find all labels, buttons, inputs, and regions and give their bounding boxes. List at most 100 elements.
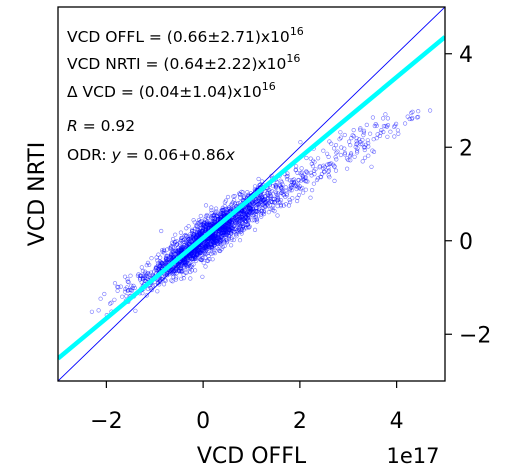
- scatter-point: [181, 260, 186, 265]
- scatter-point: [334, 157, 339, 162]
- scatter-point: [253, 213, 258, 218]
- scatter-point: [298, 171, 303, 176]
- scatter-point: [192, 220, 197, 225]
- odr-fit-line: [58, 35, 445, 361]
- scatter-point: [281, 203, 286, 208]
- scatter-point: [258, 182, 263, 187]
- scatter-point: [286, 203, 292, 208]
- scatter-point: [289, 182, 294, 188]
- scatter-point: [361, 128, 367, 133]
- annotation-line: R = 0.92: [67, 117, 135, 135]
- scatter-point: [164, 257, 169, 262]
- scatter-point: [310, 164, 316, 169]
- annotation-line: ODR: y = 0.06+0.86x: [67, 146, 236, 164]
- scatter-point: [321, 148, 326, 153]
- scatter-point: [218, 248, 223, 254]
- scatter-point: [197, 230, 202, 235]
- scatter-point: [278, 204, 284, 209]
- scatter-point: [354, 142, 359, 147]
- scatter-point: [194, 252, 199, 257]
- scatter-point: [333, 143, 339, 148]
- scatter-point: [223, 198, 229, 203]
- scatter-point: [305, 179, 310, 184]
- scatter-point: [209, 208, 214, 213]
- scatter-point: [201, 260, 206, 265]
- scatter-point: [383, 124, 388, 129]
- scatter-point: [237, 238, 243, 243]
- scatter-point: [170, 249, 175, 254]
- scatter-point: [342, 132, 347, 138]
- scatter-point: [335, 149, 340, 154]
- y-axis-label: VCD NRTI: [25, 142, 50, 246]
- scatter-point: [149, 270, 154, 275]
- scatter-point: [220, 205, 225, 210]
- scatter-point: [112, 297, 117, 302]
- scatter-point: [284, 174, 289, 179]
- scatter-point: [416, 114, 421, 120]
- scatter-point: [227, 234, 232, 239]
- scatter-point: [261, 208, 267, 213]
- scatter-point: [276, 200, 281, 205]
- scatter-point: [128, 273, 133, 278]
- scatter-point: [267, 195, 273, 200]
- scatter-point: [173, 277, 179, 282]
- scatter-point: [182, 265, 187, 270]
- scatter-point: [342, 146, 347, 151]
- scatter-point: [381, 116, 386, 121]
- scatter-point: [185, 262, 190, 267]
- scatter-point: [177, 269, 182, 274]
- scatter-point: [368, 131, 373, 136]
- scatter-point: [256, 206, 262, 211]
- scatter-point: [211, 249, 216, 254]
- scatter-point: [308, 170, 314, 175]
- scatter-point: [171, 241, 176, 247]
- scatter-point: [149, 256, 154, 261]
- scatter-point: [144, 273, 149, 278]
- scatter-point: [294, 164, 299, 169]
- scatter-point: [371, 137, 376, 142]
- scatter-point: [361, 133, 366, 138]
- scatter-point: [183, 238, 189, 243]
- scatter-point: [347, 139, 352, 144]
- scatter-point: [183, 244, 188, 249]
- x-tick-label: 4: [390, 409, 404, 434]
- x-offset-label: 1e17: [386, 444, 439, 468]
- scatter-point: [283, 188, 288, 193]
- scatter-point: [198, 257, 203, 262]
- scatter-point: [145, 271, 150, 276]
- scatter-point: [205, 258, 210, 264]
- scatter-point: [261, 205, 266, 210]
- scatter-point: [231, 226, 236, 231]
- scatter-point: [234, 234, 239, 239]
- scatter-point: [271, 203, 276, 208]
- scatter-point: [203, 203, 209, 208]
- x-tick-label: 0: [196, 409, 210, 434]
- scatter-point: [206, 220, 211, 226]
- scatter-point: [189, 240, 195, 245]
- scatter-point: [107, 301, 113, 306]
- scatter-point: [338, 130, 343, 135]
- scatter-point: [219, 233, 224, 239]
- scatter-point: [315, 176, 321, 181]
- scatter-point: [289, 188, 294, 193]
- scatter-point: [366, 141, 371, 146]
- scatter-point: [146, 286, 151, 292]
- scatter-point: [203, 264, 208, 269]
- scatter-point: [279, 188, 284, 193]
- scatter-point: [195, 227, 200, 232]
- scatter-point: [222, 228, 227, 233]
- scatter-point: [248, 210, 253, 216]
- scatter-point: [348, 143, 353, 148]
- scatter-point: [317, 165, 322, 170]
- scatter-point: [188, 276, 193, 281]
- scatter-point: [207, 248, 212, 253]
- scatter-point: [333, 155, 338, 160]
- scatter-point: [410, 109, 415, 114]
- scatter-point: [287, 188, 293, 193]
- scatter-point: [371, 149, 377, 154]
- scatter-point: [259, 197, 264, 202]
- scatter-point: [311, 158, 316, 163]
- scatter-point: [342, 150, 348, 156]
- scatter-point: [256, 198, 261, 204]
- scatter-point: [348, 158, 353, 163]
